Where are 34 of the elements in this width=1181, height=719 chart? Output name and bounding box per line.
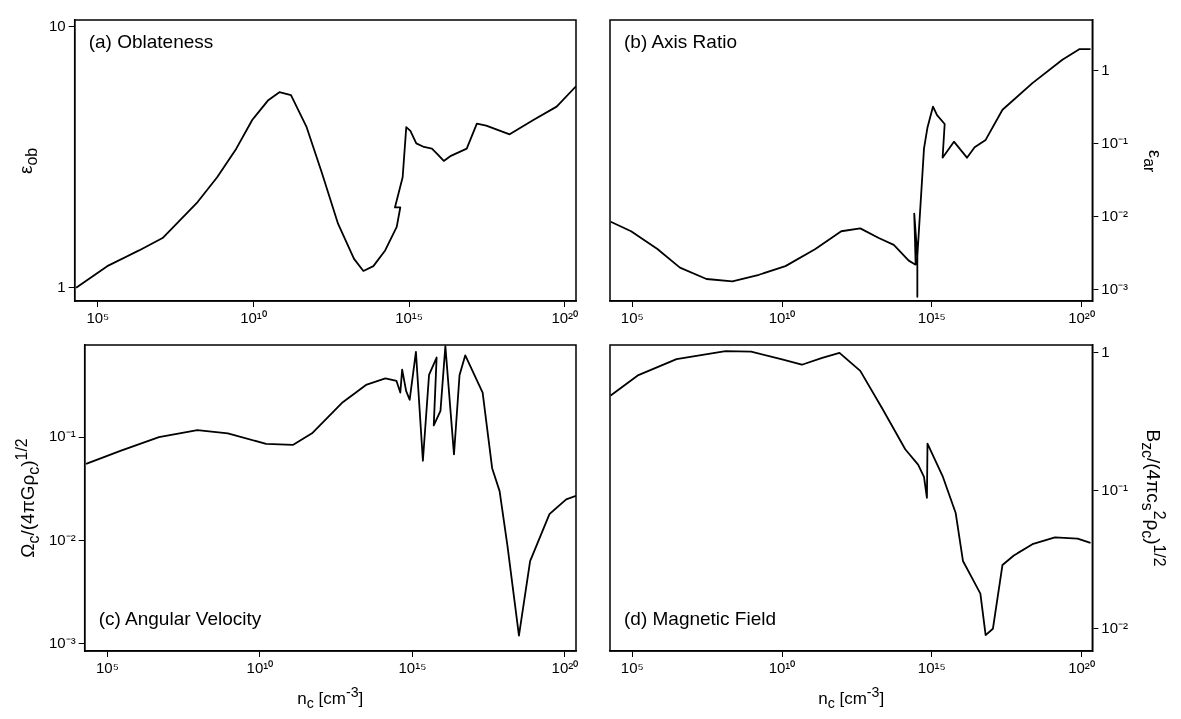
y-tick-label: 10⁻¹ [1101, 480, 1129, 498]
x-tick-label: 10¹⁵ [398, 659, 427, 677]
text: (d) Magnetic Field [624, 608, 777, 629]
y-tick-label: 10⁻³ [1101, 279, 1129, 297]
x-tick-label: 10¹⁵ [917, 659, 946, 677]
y-tick-label: 1 [1101, 342, 1110, 360]
y-tick-label: 10⁻² [1101, 618, 1129, 636]
y-tick-label: 1 [57, 277, 66, 295]
text: (b) Axis Ratio [624, 31, 737, 52]
x-tick-label: 10¹⁰ [768, 659, 796, 677]
x-tick-label: 10²⁰ [551, 659, 579, 677]
y-tick-label: 10⁻³ [48, 633, 76, 651]
x-axis-title: n$_{c}$ [cm$^{-3}$] [818, 684, 885, 712]
text: (c) Angular Velocity [98, 608, 262, 629]
x-tick-label: 10¹⁰ [246, 659, 274, 677]
x-tick-label: 10⁵ [86, 309, 110, 327]
y-tick-label: 10 [49, 16, 66, 34]
x-tick-label: 10²⁰ [1068, 659, 1095, 677]
x-tick-label: 10⁵ [620, 659, 644, 677]
x-tick-label: 10²⁰ [551, 309, 579, 327]
x-tick-label: 10⁵ [620, 309, 644, 327]
x-tick-label: 10¹⁰ [768, 309, 796, 327]
text: (a) Oblateness [88, 31, 214, 52]
x-tick-label: 10²⁰ [1068, 309, 1095, 327]
y-tick-label: 10⁻¹ [1101, 133, 1129, 151]
x-tick-label: 10¹⁵ [917, 309, 946, 327]
y-tick-label: 10⁻² [1101, 206, 1129, 224]
y-tick-label: 10⁻² [48, 530, 76, 548]
x-axis-title: n$_{c}$ [cm$^{-3}$] [297, 684, 364, 712]
x-tick-label: 10¹⁰ [240, 309, 267, 327]
x-tick-label: 10¹⁵ [395, 309, 424, 327]
x-tick-label: 10⁵ [95, 659, 119, 677]
y-tick-label: 10⁻¹ [48, 427, 76, 445]
y-tick-label: 1 [1101, 60, 1110, 78]
